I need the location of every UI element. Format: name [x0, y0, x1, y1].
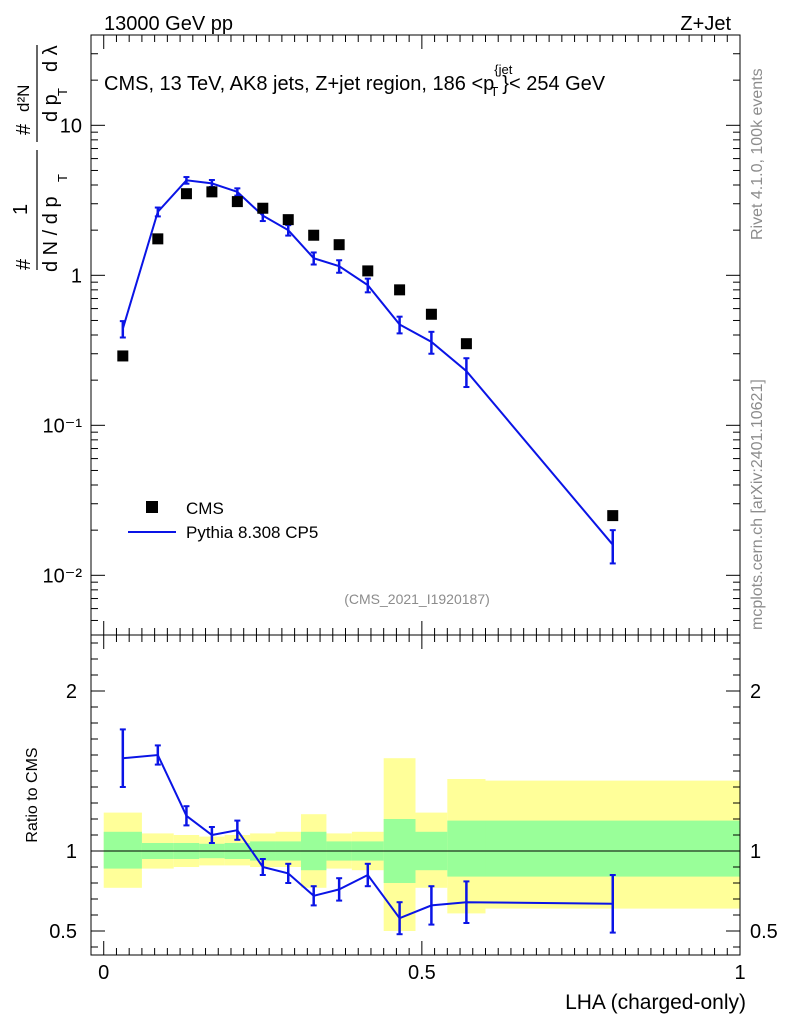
description-main: CMS, 13 TeV, AK8 jets, Z+jet region, 186…	[104, 73, 494, 95]
process-label: Z+Jet	[680, 13, 731, 35]
mcplots-label: mcplots.cern.ch [arXiv:2401.10621]	[749, 379, 766, 630]
cms-data-point	[231, 196, 243, 208]
legend-cms-label: CMS	[186, 499, 224, 518]
ylabel-sub-t2: T	[55, 88, 70, 96]
description-subscript: T	[490, 84, 498, 99]
main-axes: 10 1 10⁻¹ 10⁻²	[43, 34, 741, 636]
ylabel-hash-2: #	[13, 123, 35, 135]
energy-label: 13000 GeV pp	[104, 13, 233, 35]
cms-data-point	[308, 229, 320, 241]
ylabel-dn: d N / d p	[40, 196, 62, 272]
main-plot-area	[117, 176, 619, 565]
ratio-ytick-label-left: 2	[66, 681, 77, 703]
ratio-plot-area	[91, 728, 740, 936]
pythia-line	[121, 179, 614, 546]
x-axis-label: LHA (charged-only)	[565, 991, 746, 1014]
analysis-id: (CMS_2021_I1920187)	[344, 591, 490, 607]
rivet-label: Rivet 4.1.0, 100k events	[749, 68, 766, 240]
main-ytick-label: 10⁻¹	[43, 415, 83, 437]
cms-data-point	[257, 202, 269, 214]
cms-data-point	[206, 186, 218, 198]
ratio-panel: 2 21 10.5 0.50 0.5 1 Ratio to CMS LHA (charge…	[24, 634, 778, 1014]
ratio-ytick-label-right: 1	[750, 841, 761, 863]
ratio-ytick-label-right: 0.5	[750, 921, 778, 943]
legend-pythia-label: Pythia 8.308 CP5	[186, 523, 318, 542]
cms-data-point	[117, 350, 129, 362]
main-ylabel: # 1 d N / d p T # d²N d p T d λ	[10, 45, 70, 272]
ratio-axes: 2 21 10.5 0.50 0.5 1	[49, 635, 778, 984]
cms-data-point	[333, 239, 345, 251]
ylabel-d2n: d²N	[14, 85, 33, 112]
x-tick-label: 0	[98, 962, 109, 984]
ratio-ytick-label-left: 0.5	[49, 921, 77, 943]
description-superscript: {jet	[494, 62, 512, 77]
description-tail: }< 254 GeV	[502, 73, 606, 95]
cms-data-point	[460, 338, 472, 350]
main-ytick-label: 1	[71, 265, 82, 287]
ylabel-sub-t1: T	[55, 174, 70, 182]
ylabel-one: 1	[10, 204, 32, 215]
legend-cms-marker	[146, 501, 158, 513]
ratio-band-inner	[485, 820, 740, 877]
main-frame	[90, 34, 741, 636]
ratio-frame	[90, 634, 741, 956]
ratio-ytick-label-right: 2	[750, 681, 761, 703]
ratio-ytick-label-left: 1	[66, 841, 77, 863]
ratio-band-inner	[447, 820, 486, 877]
ylabel-hash-1: #	[13, 258, 35, 270]
cms-data-point	[362, 265, 374, 277]
ratio-pythia-line	[122, 753, 613, 920]
legend: CMS Pythia 8.308 CP5	[128, 499, 318, 542]
main-ytick-label: 10⁻²	[43, 565, 83, 587]
cms-data-point	[282, 214, 294, 226]
cms-data-point	[607, 510, 619, 522]
ratio-ylabel: Ratio to CMS	[24, 747, 41, 842]
cms-data-point	[152, 233, 164, 245]
main-panel: 10 1 10⁻¹ 10⁻² CMS, 13 TeV, AK8 jets, Z+jet…	[10, 34, 741, 636]
x-tick-label: 0.5	[408, 962, 436, 984]
cms-data-point	[425, 308, 437, 320]
x-tick-label: 1	[734, 962, 745, 984]
main-ytick-label: 10	[60, 115, 82, 137]
ratio-band-inner	[103, 831, 142, 869]
ylabel-dlambda: d λ	[40, 45, 62, 72]
cms-data-point	[394, 284, 406, 296]
cms-data-point	[180, 188, 192, 200]
ylabel-dpt: d p	[40, 94, 62, 122]
plot-description: CMS, 13 TeV, AK8 jets, Z+jet region, 186…	[104, 62, 606, 99]
